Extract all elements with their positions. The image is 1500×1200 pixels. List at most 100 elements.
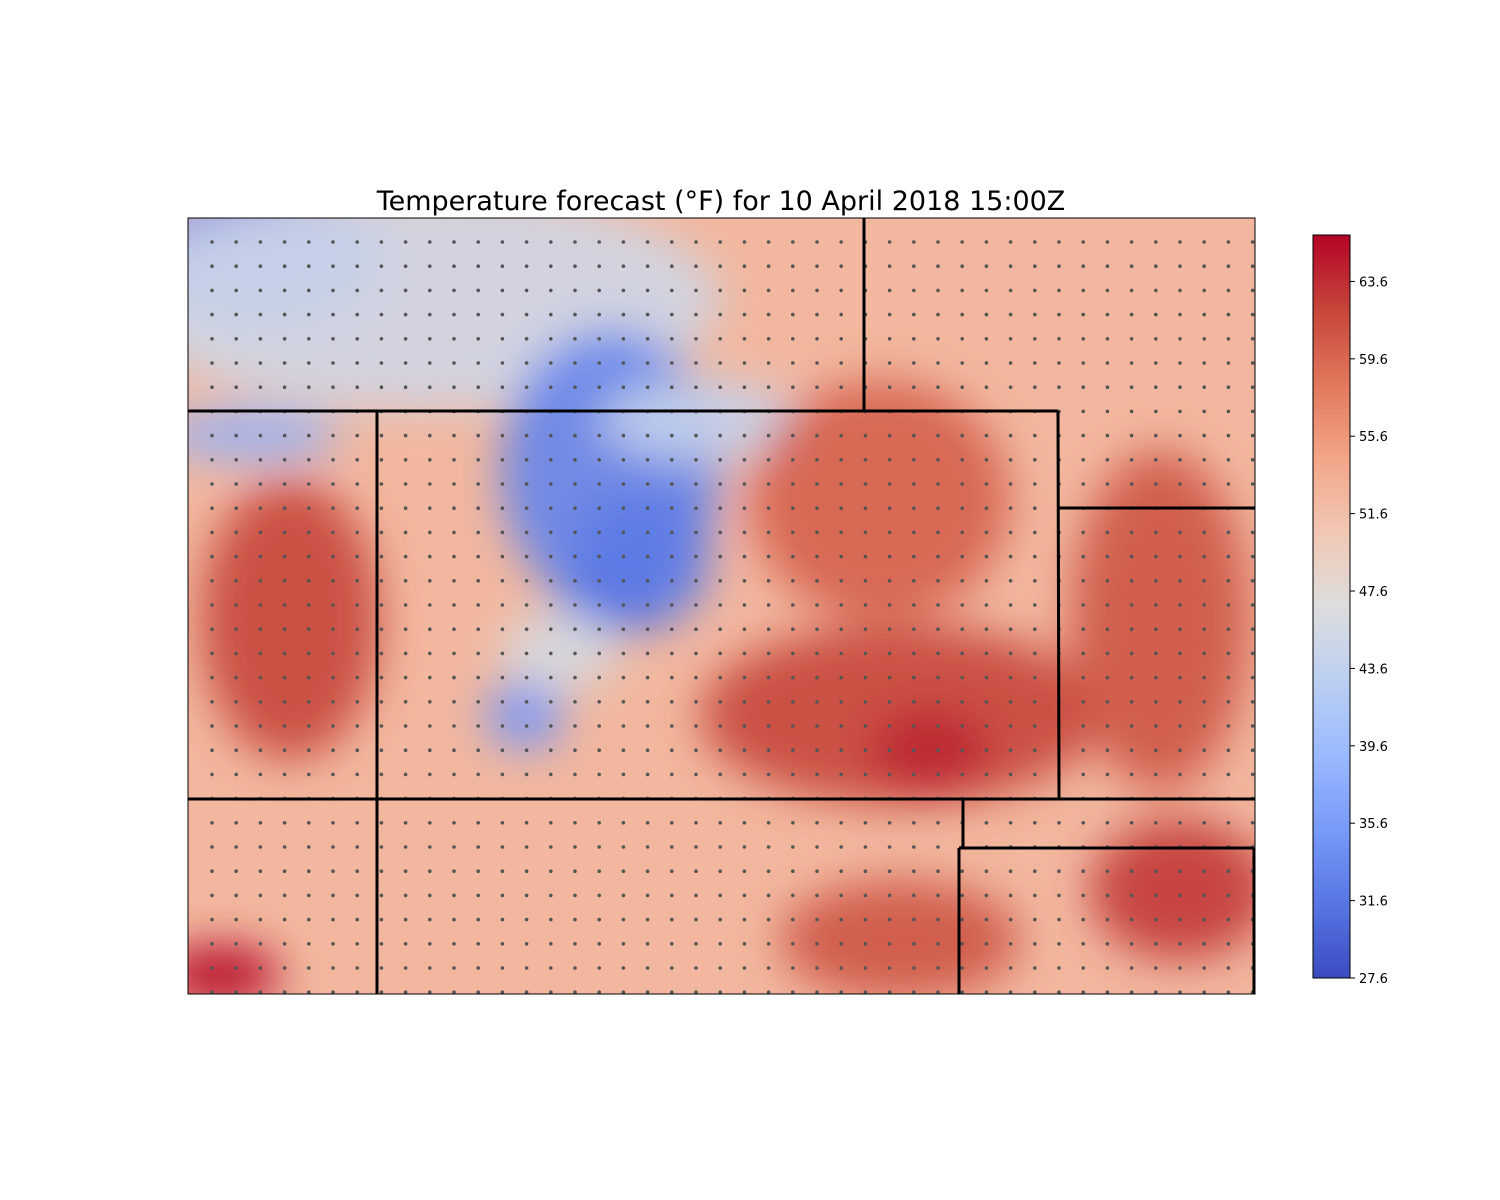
- station-dot: [282, 530, 287, 535]
- station-dot: [887, 288, 892, 293]
- station-dot: [573, 821, 577, 825]
- station-dot: [549, 845, 553, 849]
- station-dot: [597, 1015, 601, 1019]
- station-dot: [1226, 917, 1231, 922]
- station-dot: [258, 651, 263, 656]
- station-dot: [766, 506, 771, 511]
- station-dot: [645, 675, 650, 680]
- station-dot: [621, 458, 626, 462]
- station-dot: [815, 845, 819, 849]
- station-dot: [210, 579, 214, 583]
- station-dot: [742, 458, 747, 462]
- station-dot: [1129, 748, 1134, 752]
- station-dot: [984, 337, 989, 341]
- station-dot: [524, 482, 529, 486]
- station-dot: [815, 651, 819, 656]
- station-dot: [766, 700, 771, 704]
- station-dot: [622, 1015, 626, 1019]
- station-dot: [549, 361, 553, 365]
- station-dot: [912, 482, 916, 486]
- temperature-blob: [200, 480, 380, 760]
- station-dot: [887, 458, 892, 462]
- station-dot: [863, 893, 868, 898]
- station-dot: [791, 627, 795, 631]
- station-dot: [791, 530, 795, 535]
- station-dot: [1154, 700, 1158, 704]
- station-dot: [573, 312, 577, 317]
- station-dot: [1081, 942, 1085, 946]
- station-dot: [912, 579, 916, 583]
- station-dot: [1226, 603, 1231, 607]
- station-dot: [1129, 627, 1134, 631]
- station-dot: [379, 966, 384, 970]
- station-dot: [573, 675, 577, 680]
- station-dot: [307, 675, 311, 680]
- station-dot: [524, 337, 529, 341]
- station-dot: [694, 893, 698, 898]
- station-dot: [210, 724, 214, 728]
- station-dot: [936, 554, 940, 559]
- station-dot: [718, 288, 722, 293]
- station-dot: [742, 893, 747, 898]
- station-dot: [282, 579, 287, 583]
- station-dot: [1033, 554, 1037, 559]
- station-dot: [1250, 700, 1255, 704]
- station-dot: [912, 385, 916, 390]
- station-dot: [500, 458, 505, 462]
- station-dot: [549, 312, 553, 317]
- station-dot: [670, 264, 674, 269]
- station-dot: [1081, 337, 1085, 341]
- station-dot: [234, 264, 238, 269]
- station-dot: [960, 748, 964, 752]
- station-dot: [887, 675, 892, 680]
- station-dot: [210, 869, 214, 873]
- station-dot: [694, 845, 698, 849]
- station-dot: [887, 361, 892, 365]
- station-dot: [791, 651, 795, 656]
- station-dot: [524, 942, 529, 946]
- station-dot: [645, 554, 650, 559]
- station-dot: [1178, 312, 1182, 317]
- station-dot: [379, 458, 384, 462]
- colorbar-tick-label: 35.6: [1359, 817, 1388, 832]
- station-dot: [1178, 603, 1182, 607]
- station-dot: [1202, 554, 1206, 559]
- station-dot: [379, 821, 384, 825]
- station-dot: [282, 845, 287, 849]
- station-dot: [1202, 966, 1206, 970]
- station-dot: [839, 458, 843, 462]
- station-dot: [1154, 627, 1158, 631]
- station-dot: [621, 264, 626, 269]
- station-dot: [597, 554, 601, 559]
- station-dot: [718, 917, 722, 922]
- station-dot: [500, 942, 505, 946]
- station-dot: [428, 748, 432, 752]
- station-dot: [1202, 917, 1206, 922]
- station-dot: [887, 603, 892, 607]
- station-dot: [428, 506, 432, 511]
- station-dot: [379, 917, 384, 922]
- station-dot: [331, 240, 335, 244]
- station-dot: [1008, 893, 1013, 898]
- station-dot: [1202, 385, 1206, 390]
- station-dot: [500, 385, 505, 390]
- station-dot: [887, 482, 892, 486]
- station-dot: [331, 530, 335, 535]
- station-dot: [573, 433, 577, 438]
- station-dot: [597, 530, 601, 535]
- station-dot: [282, 966, 287, 970]
- station-dot: [984, 579, 989, 583]
- station-dot: [258, 240, 263, 244]
- station-dot: [718, 312, 722, 317]
- station-dot: [1178, 264, 1182, 269]
- station-dot: [597, 724, 601, 728]
- station-dot: [1250, 409, 1255, 414]
- station-dot: [210, 337, 214, 341]
- colorbar-tick-label: 63.6: [1359, 275, 1388, 290]
- station-dot: [1008, 264, 1013, 269]
- station-dot: [573, 893, 577, 898]
- station-dot: [282, 506, 287, 511]
- station-dot: [694, 264, 698, 269]
- station-dot: [476, 385, 481, 390]
